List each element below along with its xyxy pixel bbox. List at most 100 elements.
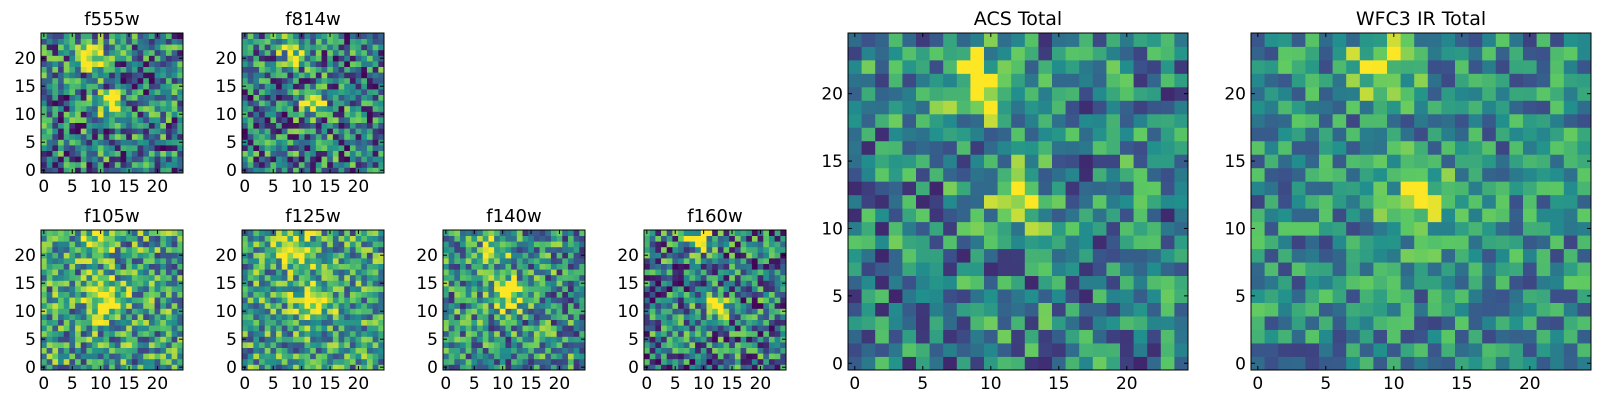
heatmap-cell [97, 145, 104, 151]
heatmap-cell [454, 353, 461, 360]
heatmap-cell [378, 150, 385, 157]
heatmap-cell [763, 280, 770, 287]
heatmap-cell [875, 100, 890, 115]
heatmap-cell [505, 274, 512, 281]
heatmap-cell [875, 343, 890, 357]
heatmap-cell [511, 314, 518, 320]
heatmap-cell [1065, 113, 1080, 128]
heatmap-cell [567, 269, 575, 276]
heatmap-cell [695, 241, 702, 248]
heatmap-cell [52, 156, 59, 163]
heatmap-cell [366, 111, 374, 118]
heatmap-cell [52, 66, 59, 73]
heatmap-cell [75, 241, 82, 248]
heatmap-cell [177, 89, 184, 95]
heatmap-cell [52, 167, 59, 174]
heatmap-cell [160, 77, 167, 84]
heatmap-cell [366, 258, 374, 264]
heatmap-cell [321, 72, 328, 79]
heatmap-cell [378, 358, 385, 365]
heatmap-cell [573, 258, 580, 264]
heatmap-cell [46, 49, 53, 56]
heatmap-cell [103, 235, 110, 242]
heatmap-cell [154, 358, 161, 365]
heatmap-cell [41, 347, 48, 354]
heatmap-cell [338, 77, 345, 84]
heatmap-cell [1291, 167, 1306, 182]
heatmap-cell [655, 308, 662, 315]
heatmap-cell [929, 154, 944, 169]
heatmap-cell [92, 72, 99, 79]
heatmap-cell [344, 286, 351, 292]
heatmap-cell [562, 336, 569, 343]
heatmap-cell [52, 291, 59, 298]
heatmap-cell [103, 72, 110, 79]
heatmap-cell [253, 235, 260, 242]
heatmap-cell [332, 128, 339, 135]
heatmap-cell [505, 336, 512, 343]
heatmap-cell [287, 252, 294, 259]
heatmap-cell [1291, 248, 1306, 263]
heatmap-cell [259, 269, 266, 276]
heatmap-cell [780, 230, 787, 236]
heatmap-cell [465, 269, 472, 276]
heatmap-cell [511, 347, 518, 354]
heatmap-cell [757, 302, 764, 309]
heatmap-cell [505, 269, 512, 276]
heatmap-cell [1052, 154, 1066, 169]
heatmap-cell [465, 297, 472, 304]
heatmap-cell [165, 49, 173, 56]
heatmap-cell [114, 133, 121, 140]
heatmap-cell [293, 274, 300, 281]
heatmap-cell [247, 133, 254, 140]
heatmap-cell [1468, 356, 1483, 371]
heatmap-cell [321, 297, 328, 304]
heatmap-cell [338, 347, 345, 354]
heatmap-cell [689, 235, 696, 242]
heatmap-cell [126, 61, 133, 67]
heatmap-cell [1024, 221, 1039, 236]
heatmap-cell [298, 133, 305, 140]
heatmap-cell [361, 49, 368, 56]
heatmap-cell [666, 280, 673, 287]
heatmap-cell [327, 49, 334, 56]
heatmap-cell [661, 291, 668, 298]
heatmap-cell [997, 33, 1012, 47]
heatmap-cell [160, 49, 167, 56]
heatmap-cell [689, 252, 696, 259]
x-tick-label: 10 [693, 374, 715, 394]
heatmap-cell [366, 297, 374, 304]
heatmap-cell [332, 55, 339, 62]
heatmap-cell [137, 263, 144, 270]
heatmap-cell [443, 358, 450, 365]
heatmap-cell [378, 330, 385, 337]
heatmap-cell [137, 167, 144, 174]
heatmap-cell [247, 128, 254, 135]
heatmap-cell [997, 154, 1012, 169]
heatmap-cell [695, 297, 702, 304]
heatmap-cell [321, 342, 328, 348]
heatmap-cell [143, 145, 150, 151]
heatmap-cell [943, 127, 958, 142]
heatmap-cell [763, 358, 770, 365]
heatmap-cell [177, 325, 184, 332]
heatmap-cell [448, 291, 455, 298]
heatmap-cell [545, 274, 552, 281]
heatmap-cell [556, 336, 563, 343]
heatmap-cell [154, 252, 161, 259]
heatmap-cell [1160, 127, 1175, 142]
heatmap-cell [276, 302, 283, 309]
heatmap-cell [499, 330, 506, 337]
heatmap-cell [661, 235, 668, 242]
heatmap-cell [298, 314, 305, 320]
heatmap-cell [556, 286, 563, 292]
heatmap-cell [1079, 343, 1094, 357]
heatmap-cell [366, 117, 374, 123]
heatmap-cell [460, 353, 467, 360]
heatmap-cell [556, 342, 563, 348]
heatmap-cell [148, 83, 155, 90]
heatmap-cell [717, 241, 724, 248]
heatmap-cell [247, 358, 254, 365]
heatmap-cell [120, 274, 127, 281]
heatmap-cell [545, 353, 552, 360]
